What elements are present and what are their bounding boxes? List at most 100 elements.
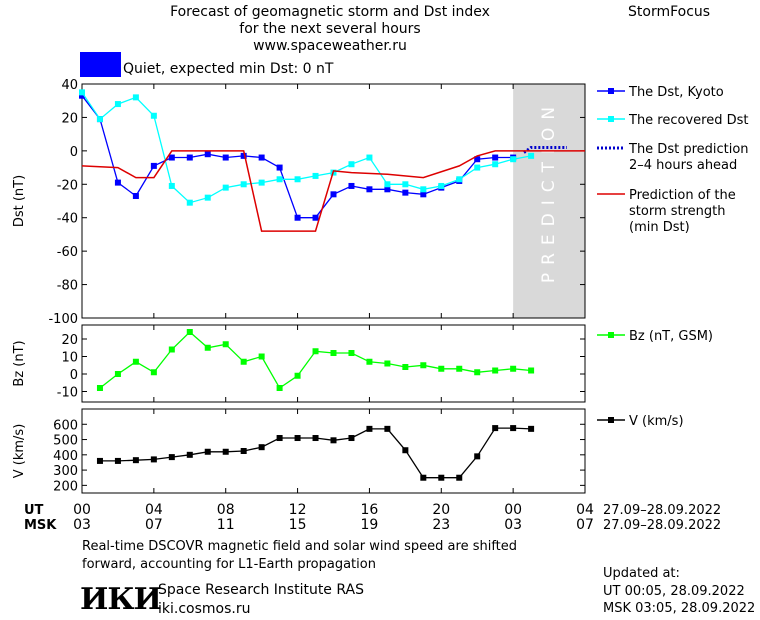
data-point-the-recovered-dst bbox=[528, 152, 535, 159]
x-tick-label-ut: 20 bbox=[432, 502, 450, 518]
chart-subtitle: for the next several hours bbox=[239, 21, 421, 37]
data-point-v-km-s bbox=[456, 474, 463, 481]
data-point-the-recovered-dst bbox=[258, 179, 265, 186]
x-tick-label-msk: 03 bbox=[504, 517, 522, 533]
data-point-v-km-s bbox=[384, 425, 391, 432]
data-point-bz-nt-gsm bbox=[420, 362, 427, 369]
data-point-v-km-s bbox=[402, 447, 409, 454]
legend-label-the-dst-prediction: The Dst prediction bbox=[628, 142, 749, 157]
data-point-bz-nt-gsm bbox=[492, 367, 499, 374]
data-point-the-dst-kyoto bbox=[258, 154, 265, 161]
data-point-v-km-s bbox=[474, 453, 481, 460]
footnote-line-1: Real-time DSCOVR magnetic field and sola… bbox=[82, 539, 518, 554]
data-point-bz-nt-gsm bbox=[384, 360, 391, 367]
data-point-the-dst-kyoto bbox=[222, 154, 229, 161]
data-point-v-km-s bbox=[294, 435, 301, 442]
updated-ut: UT 00:05, 28.09.2022 bbox=[603, 584, 745, 599]
status-text: Quiet, expected min Dst: 0 nT bbox=[123, 61, 334, 77]
x-tick-label-msk: 03 bbox=[73, 517, 91, 533]
dst-y-tick-label: -60 bbox=[57, 245, 78, 260]
data-point-the-dst-kyoto bbox=[366, 186, 373, 193]
data-point-the-recovered-dst bbox=[276, 176, 283, 183]
brand-name: StormFocus bbox=[628, 4, 711, 20]
data-point-v-km-s bbox=[258, 444, 265, 451]
legend-label-prediction-of-the: storm strength bbox=[629, 204, 726, 219]
data-point-the-recovered-dst bbox=[366, 154, 373, 161]
x-tick-label-msk: 15 bbox=[289, 517, 307, 533]
bz-y-tick-label: -10 bbox=[57, 386, 78, 401]
data-point-the-recovered-dst bbox=[492, 161, 499, 168]
data-point-bz-nt-gsm bbox=[456, 365, 463, 372]
legend-label-bz-nt-gsm: Bz (nT, GSM) bbox=[629, 329, 713, 344]
data-point-the-dst-kyoto bbox=[474, 156, 481, 163]
bz-y-tick-label: 20 bbox=[61, 333, 78, 348]
dst-y-tick-label: -40 bbox=[57, 212, 78, 227]
speed-plot-frame bbox=[81, 408, 586, 494]
org-url[interactable]: iki.cosmos.ru bbox=[158, 601, 251, 617]
data-point-v-km-s bbox=[168, 454, 175, 461]
data-point-bz-nt-gsm bbox=[294, 372, 301, 379]
data-point-bz-nt-gsm bbox=[312, 348, 319, 355]
legend-label-v-km-s: V (km/s) bbox=[629, 414, 684, 429]
bz-y-axis-label: Bz (nT) bbox=[12, 340, 27, 386]
data-point-bz-nt-gsm bbox=[402, 364, 409, 370]
data-point-the-recovered-dst bbox=[438, 182, 445, 189]
data-point-the-dst-kyoto bbox=[204, 151, 211, 158]
data-point-bz-nt-gsm bbox=[366, 358, 373, 365]
dst-y-tick-label: 40 bbox=[61, 78, 78, 93]
data-point-bz-nt-gsm bbox=[258, 353, 265, 360]
x-tick-label-ut: 16 bbox=[361, 502, 379, 518]
data-point-the-recovered-dst bbox=[168, 182, 175, 189]
footnote-line-2: forward, accounting for L1-Earth propaga… bbox=[82, 557, 376, 572]
dst-y-axis-label: Dst (nT) bbox=[12, 175, 27, 227]
dst-y-tick-label: -80 bbox=[57, 279, 78, 294]
data-point-the-dst-kyoto bbox=[420, 191, 427, 198]
data-point-v-km-s bbox=[438, 474, 445, 481]
data-point-the-recovered-dst bbox=[402, 181, 409, 188]
data-point-bz-nt-gsm bbox=[96, 385, 103, 391]
ut-date-range: 27.09–28.09.2022 bbox=[603, 503, 721, 518]
data-point-bz-nt-gsm bbox=[114, 371, 121, 377]
data-point-v-km-s bbox=[114, 457, 121, 464]
data-point-the-dst-kyoto bbox=[132, 192, 139, 199]
data-point-v-km-s bbox=[312, 435, 319, 442]
data-point-v-km-s bbox=[276, 435, 283, 442]
msk-axis-label: MSK bbox=[24, 518, 57, 533]
legend-marker-the-dst-kyoto bbox=[608, 88, 614, 94]
data-point-v-km-s bbox=[186, 451, 193, 458]
bz-y-tick-label: 0 bbox=[70, 368, 78, 383]
data-point-bz-nt-gsm bbox=[330, 350, 337, 356]
legend-marker-bz-nt-gsm bbox=[608, 332, 614, 338]
data-point-the-recovered-dst bbox=[114, 101, 121, 108]
series-line-bz-nt-gsm bbox=[99, 331, 532, 389]
data-point-the-recovered-dst bbox=[186, 199, 193, 206]
data-point-the-recovered-dst bbox=[312, 172, 319, 179]
data-point-bz-nt-gsm bbox=[510, 365, 517, 372]
data-point-the-dst-kyoto bbox=[330, 191, 337, 198]
data-point-the-recovered-dst bbox=[150, 112, 157, 119]
data-point-the-recovered-dst bbox=[204, 194, 211, 201]
data-point-bz-nt-gsm bbox=[276, 385, 283, 391]
data-point-bz-nt-gsm bbox=[240, 358, 247, 365]
dst-plot-frame bbox=[81, 83, 586, 319]
source-url[interactable]: www.spaceweather.ru bbox=[253, 38, 407, 54]
prediction-zone bbox=[513, 84, 585, 318]
data-point-bz-nt-gsm bbox=[132, 358, 139, 365]
data-point-v-km-s bbox=[240, 448, 247, 454]
data-point-the-recovered-dst bbox=[294, 176, 301, 183]
speed-y-tick-label: 600 bbox=[53, 418, 78, 433]
data-point-bz-nt-gsm bbox=[474, 369, 481, 376]
data-point-bz-nt-gsm bbox=[348, 350, 355, 356]
dst-y-tick-label: -100 bbox=[48, 312, 78, 327]
data-point-the-recovered-dst bbox=[348, 161, 355, 168]
updated-msk: MSK 03:05, 28.09.2022 bbox=[603, 601, 756, 616]
data-point-v-km-s bbox=[492, 425, 499, 432]
data-point-v-km-s bbox=[204, 448, 211, 455]
data-point-v-km-s bbox=[510, 425, 517, 432]
legend-label-prediction-of-the: Prediction of the bbox=[629, 188, 736, 203]
series-line-the-recovered-dst bbox=[81, 92, 532, 204]
bz-plot-frame bbox=[81, 324, 586, 403]
data-point-the-dst-kyoto bbox=[168, 154, 175, 161]
data-point-the-dst-kyoto bbox=[384, 186, 391, 193]
